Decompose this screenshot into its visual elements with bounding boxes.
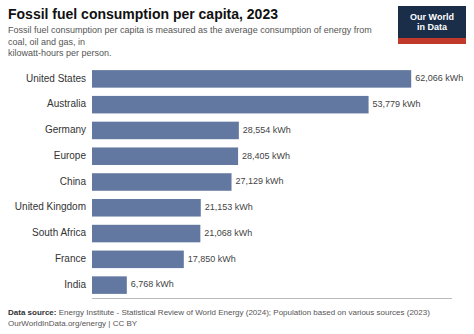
category-label: Australia <box>47 98 86 109</box>
footer: Data source: Energy Institute - Statisti… <box>0 306 474 334</box>
bar <box>92 148 238 166</box>
data-label: 21,153 kWh <box>205 202 253 212</box>
title: Fossil fuel consumption per capita, 2023 <box>8 6 388 22</box>
data-label: 62,066 kWh <box>415 73 463 83</box>
data-label: 17,850 kWh <box>188 254 236 264</box>
data-label: 28,554 kWh <box>243 125 291 135</box>
category-label: China <box>60 176 87 187</box>
chart-area: India 6,768 kWh France 17,850 kWh South Afri… <box>0 62 474 306</box>
x-axis-line <box>92 298 452 299</box>
subtitle: Fossil fuel consumption per capita is me… <box>8 25 388 60</box>
data-label: 21,068 kWh <box>204 228 252 238</box>
bar <box>92 122 239 140</box>
bar <box>92 70 411 88</box>
data-label: 6,768 kWh <box>131 280 174 290</box>
category-label: Europe <box>54 150 87 161</box>
category-label: United Kingdom <box>15 201 86 212</box>
bar <box>92 276 127 294</box>
category-label: France <box>55 253 87 264</box>
bar <box>92 251 184 269</box>
category-label: Germany <box>45 124 86 135</box>
bars <box>92 70 411 294</box>
bar <box>92 225 200 243</box>
chart-svg: India 6,768 kWh France 17,850 kWh South Afri… <box>0 62 474 306</box>
category-label: United States <box>26 73 86 84</box>
header: Our World in Data Fossil fuel consumption… <box>0 0 474 62</box>
bar <box>92 96 369 114</box>
data-label: 27,129 kWh <box>236 176 284 186</box>
bar <box>92 199 201 217</box>
logo: Our World in Data <box>398 6 466 44</box>
source-text: Energy Institute - Statistical Review of… <box>8 308 430 327</box>
data-label: 28,405 kWh <box>242 151 290 161</box>
data-label: 53,779 kWh <box>373 99 421 109</box>
bar <box>92 173 232 191</box>
source-label: Data source: <box>8 308 56 317</box>
category-label: India <box>64 279 86 290</box>
category-label: South Africa <box>32 227 86 238</box>
